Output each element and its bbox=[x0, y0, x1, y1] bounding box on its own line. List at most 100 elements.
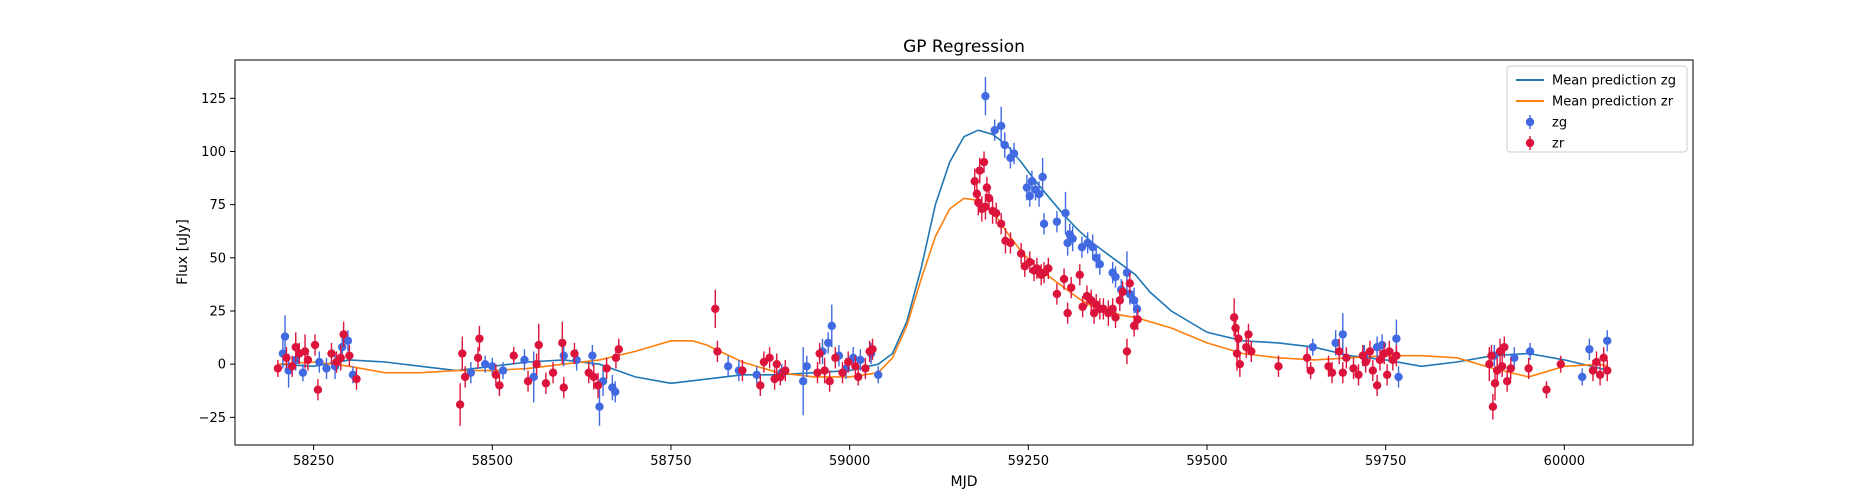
marker bbox=[1032, 264, 1042, 273]
marker bbox=[1385, 347, 1394, 356]
y-tick-label: 0 bbox=[218, 358, 226, 373]
data-point-zr-36 bbox=[614, 338, 623, 360]
data-point-zr-130 bbox=[1392, 345, 1401, 367]
data-point-zr-32 bbox=[589, 364, 598, 390]
data-point-zr-101 bbox=[1133, 308, 1142, 331]
legend-box bbox=[1506, 65, 1688, 153]
data-point-zr-16 bbox=[458, 336, 467, 371]
data-point-zr-64 bbox=[979, 151, 989, 173]
marker bbox=[1502, 376, 1512, 386]
data-point-zr-140 bbox=[1506, 357, 1515, 380]
marker bbox=[1088, 242, 1097, 252]
marker bbox=[488, 362, 497, 371]
marker bbox=[1125, 279, 1135, 288]
marker bbox=[990, 125, 999, 135]
marker bbox=[300, 347, 310, 356]
data-point-zg-38 bbox=[874, 366, 883, 384]
data-point-zg-49 bbox=[1034, 181, 1044, 207]
data-point-zg-46 bbox=[1025, 185, 1034, 207]
data-point-zr-67 bbox=[984, 187, 994, 209]
data-point-zr-114 bbox=[1327, 362, 1337, 384]
data-point-zr-41 bbox=[759, 351, 769, 373]
marker bbox=[298, 368, 308, 377]
data-point-zr-15 bbox=[455, 383, 465, 426]
marker bbox=[1306, 366, 1315, 375]
data-point-zg-24 bbox=[723, 355, 733, 377]
data-point-zr-106 bbox=[1235, 351, 1245, 377]
data-point-zr-124 bbox=[1372, 374, 1382, 397]
marker bbox=[738, 366, 747, 375]
marker bbox=[1510, 353, 1519, 362]
x-tick-label: 59000 bbox=[829, 454, 870, 469]
marker bbox=[1061, 208, 1070, 218]
marker bbox=[1274, 362, 1283, 371]
data-point-zr-143 bbox=[1556, 355, 1565, 373]
x-tick-label: 60000 bbox=[1544, 454, 1585, 469]
marker bbox=[1302, 353, 1312, 362]
marker bbox=[1524, 364, 1533, 373]
marker bbox=[1361, 357, 1370, 367]
data-point-zg-12 bbox=[480, 355, 490, 373]
marker bbox=[979, 157, 989, 167]
marker bbox=[602, 364, 611, 373]
marker bbox=[498, 366, 508, 375]
y-tick-label: 100 bbox=[201, 145, 226, 160]
marker bbox=[1358, 351, 1368, 360]
data-point-zg-14 bbox=[498, 362, 508, 380]
marker bbox=[756, 381, 765, 390]
marker bbox=[1490, 379, 1500, 388]
data-point-zg-52 bbox=[1052, 211, 1062, 233]
legend-label: Mean prediction zr bbox=[1552, 95, 1674, 110]
marker bbox=[1115, 296, 1125, 305]
marker bbox=[1349, 364, 1358, 373]
data-point-zr-125 bbox=[1375, 349, 1385, 371]
data-point-zr-142 bbox=[1542, 381, 1551, 399]
marker bbox=[856, 355, 865, 365]
marker bbox=[851, 362, 860, 371]
data-point-zg-53 bbox=[1061, 191, 1070, 235]
marker bbox=[815, 349, 824, 358]
data-point-zg-57 bbox=[1077, 236, 1087, 258]
data-point-zr-127 bbox=[1382, 364, 1392, 386]
marker bbox=[1354, 370, 1363, 380]
marker bbox=[520, 355, 529, 365]
data-point-zr-108 bbox=[1244, 323, 1253, 346]
marker bbox=[1111, 313, 1120, 322]
data-point-zr-111 bbox=[1302, 347, 1312, 369]
marker bbox=[339, 330, 348, 339]
marker bbox=[614, 345, 623, 354]
legend-marker-swatch bbox=[1525, 117, 1535, 127]
y-tick-label: −25 bbox=[199, 411, 226, 426]
data-point-zr-117 bbox=[1342, 347, 1351, 369]
data-point-zr-49 bbox=[820, 357, 829, 384]
legend-label: zg bbox=[1552, 116, 1567, 131]
marker bbox=[1132, 304, 1142, 314]
data-point-zr-23 bbox=[523, 370, 533, 392]
marker bbox=[1044, 264, 1053, 273]
marker bbox=[831, 353, 840, 362]
legend-entry-0: Mean prediction zg bbox=[1516, 74, 1676, 89]
plot-content bbox=[273, 77, 1612, 426]
marker bbox=[455, 400, 465, 409]
legend: Mean prediction zg Mean prediction zr zg zr bbox=[1506, 65, 1688, 153]
y-axis-ticks: −25 0 25 50 75 100 125 bbox=[199, 92, 235, 426]
x-tick-label: 58500 bbox=[472, 454, 513, 469]
marker bbox=[981, 202, 990, 211]
data-point-zr-20 bbox=[491, 364, 501, 386]
data-point-zr-9 bbox=[327, 342, 336, 365]
marker bbox=[1067, 283, 1076, 292]
legend-entry-3: zr bbox=[1525, 136, 1565, 152]
data-point-zg-31 bbox=[824, 332, 833, 354]
data-point-zr-147 bbox=[1599, 347, 1608, 369]
marker bbox=[1488, 402, 1498, 411]
marker bbox=[1603, 366, 1612, 375]
data-point-zr-11 bbox=[336, 345, 345, 371]
marker bbox=[1485, 359, 1494, 369]
data-point-zr-2 bbox=[287, 355, 297, 377]
marker bbox=[473, 353, 483, 362]
data-point-zg-56 bbox=[1068, 225, 1077, 252]
marker bbox=[1133, 315, 1142, 324]
marker bbox=[1308, 342, 1317, 352]
marker bbox=[1599, 353, 1608, 362]
